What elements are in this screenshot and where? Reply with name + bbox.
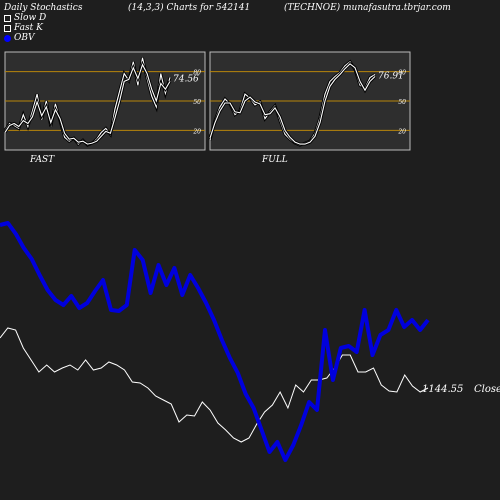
full-series-line (209, 63, 376, 145)
legend-slow-d-swatch-icon (4, 14, 11, 22)
legend-slow-d-label: Slow D (14, 13, 47, 23)
fast-tick-label: 50 (193, 99, 201, 106)
fast-value-label: 74.56 (173, 74, 199, 84)
close-series-line (0, 327, 429, 443)
close-suffix-label: Close (474, 384, 500, 395)
legend-obv: OBV (4, 33, 35, 43)
full-panel-label: FULL (261, 155, 288, 165)
close-value-label: 1144.55 (422, 384, 463, 395)
fast-series-line (4, 63, 171, 145)
fast-panel-label: FAST (29, 155, 55, 165)
legend-fast-k: Fast K (4, 23, 43, 33)
header-params: (14,3,3) Charts for 542141 (128, 3, 251, 13)
full-tick-label: 20 (397, 128, 406, 135)
legend-obv-label: OBV (14, 33, 35, 43)
legend-fast-k-swatch-icon (4, 24, 11, 32)
fast-tick-label: 20 (192, 128, 201, 135)
full-value-label: 76.91 (378, 72, 404, 82)
full-tick-label: 50 (398, 99, 406, 106)
legend-fast-k-label: Fast K (14, 23, 43, 33)
legend-obv-dot-icon (4, 34, 11, 42)
fast-tick-label: 80 (193, 70, 201, 77)
obv-series-line (0, 221, 430, 462)
header-title: Daily Stochastics (4, 3, 83, 13)
full-tick-label: 80 (398, 70, 406, 77)
legend-slow-d: Slow D (4, 13, 46, 23)
header-source: (TECHNOE) munafasutra.tbrjar.com (284, 3, 451, 13)
